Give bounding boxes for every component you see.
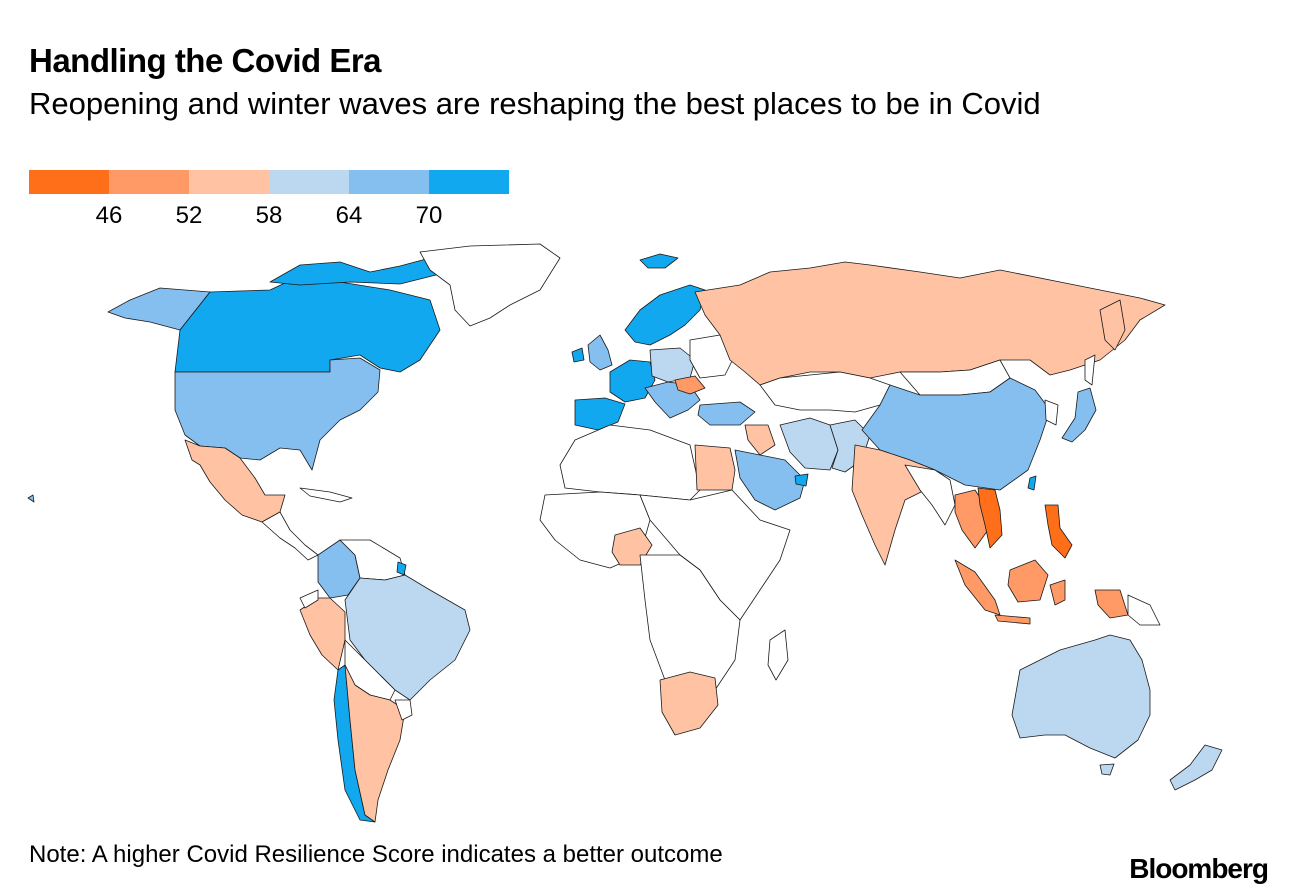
- region-russia: [694, 261, 1166, 386]
- legend-swatches: [29, 170, 509, 194]
- region-saudi-arabia: [734, 449, 806, 511]
- region-france-benelux: [609, 359, 656, 403]
- region-iran: [779, 417, 839, 471]
- region-kamchatka: [1099, 299, 1126, 351]
- region-caribbean: [299, 487, 353, 503]
- region-nordics: [624, 284, 706, 346]
- region-australia: [1011, 634, 1151, 759]
- region-argentina: [344, 664, 406, 823]
- region-romania: [674, 375, 706, 395]
- region-north-africa: [559, 424, 701, 501]
- region-peru: [299, 597, 346, 671]
- region-tasmania: [1099, 763, 1115, 776]
- footnote: Note: A higher Covid Resilience Score in…: [29, 841, 723, 868]
- region-canada: [174, 275, 441, 373]
- region-uruguay: [394, 699, 413, 721]
- legend-tick-58: 58: [255, 202, 283, 229]
- region-alaska: [107, 287, 211, 331]
- legend-swatch-1: [29, 170, 109, 194]
- region-taiwan: [1027, 475, 1037, 491]
- region-levant-iraq: [744, 424, 776, 456]
- region-sakhalin: [1084, 354, 1096, 386]
- world-choropleth-map: [27, 243, 1223, 823]
- region-iberia: [574, 397, 626, 431]
- legend-tick-64: 64: [335, 202, 363, 229]
- region-ireland: [571, 347, 585, 363]
- region-south-africa: [659, 671, 719, 736]
- region-uae: [794, 473, 809, 487]
- legend-swatch-2: [109, 170, 189, 194]
- region-central-america: [261, 511, 319, 561]
- region-greenland: [419, 243, 561, 327]
- region-hawaii: [27, 494, 35, 503]
- legend-swatch-3: [189, 170, 269, 194]
- region-central-europe: [649, 347, 696, 383]
- region-egypt: [694, 444, 736, 491]
- color-legend: 46 52 58 64 70: [29, 170, 509, 230]
- region-malaysia-sumatra: [954, 559, 1001, 616]
- brand-logo: Bloomberg: [1129, 853, 1269, 884]
- legend-tick-70: 70: [415, 202, 443, 229]
- region-turkey: [697, 401, 756, 426]
- legend-swatch-6: [429, 170, 509, 194]
- region-vietnam: [977, 487, 1003, 549]
- legend-swatch-4: [269, 170, 349, 194]
- region-java: [994, 614, 1031, 625]
- region-borneo: [1007, 559, 1049, 603]
- legend-tick-52: 52: [175, 202, 203, 229]
- region-png: [1127, 594, 1161, 626]
- region-uk-ireland: [587, 334, 613, 371]
- region-central-southern-africa: [639, 554, 741, 691]
- region-ecuador: [299, 589, 319, 609]
- legend-tick-46: 46: [95, 202, 123, 229]
- chart-subtitle: Reopening and winter waves are reshaping…: [29, 86, 1041, 121]
- region-new-zealand: [1169, 744, 1223, 791]
- region-nepal-bangladesh-myanmar: [904, 464, 956, 526]
- chart-title: Handling the Covid Era: [29, 42, 382, 79]
- region-japan: [1061, 387, 1097, 443]
- region-iceland: [639, 253, 679, 269]
- legend-swatch-5: [349, 170, 429, 194]
- region-madagascar: [767, 629, 789, 681]
- region-kazakhstan-central-asia: [759, 371, 891, 413]
- region-philippines: [1044, 504, 1073, 559]
- region-korea: [1044, 399, 1059, 426]
- region-sulawesi-papua: [1049, 579, 1129, 619]
